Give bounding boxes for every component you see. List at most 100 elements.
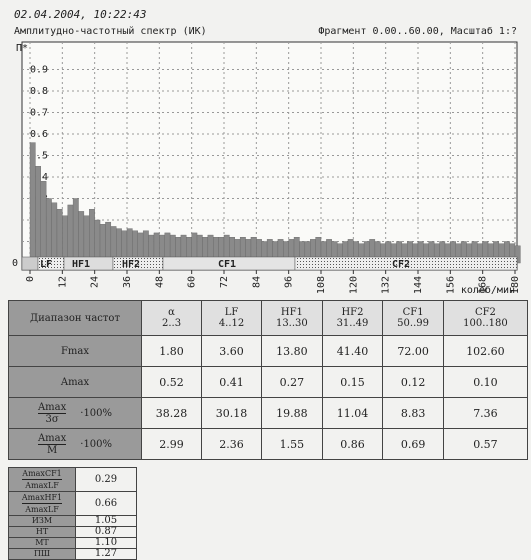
header-line: 13..30 <box>275 318 308 329</box>
ratio-table: AmaxCF1 AmaxLF 0.29 AmaxHF1 AmaxLF 0.66 ИЗМ 1.0… <box>8 467 137 560</box>
fraction: AmaxCF1 AmaxLF <box>22 468 62 491</box>
ratio-value: 0.87 <box>75 526 137 538</box>
y-tick-label: 0 <box>12 258 18 269</box>
x-axis-label: колеб/мин <box>461 284 515 296</box>
table-cell: 0.27 <box>261 366 323 398</box>
x-tick-label: 180 <box>510 276 521 294</box>
header-line: 31..49 <box>336 318 369 329</box>
page: 02.04.2004, 10:22:43 Амплитудно-частотны… <box>8 8 529 560</box>
x-tick-label: 132 <box>381 276 392 294</box>
header-cell: Диапазон частот <box>8 300 142 336</box>
table-cell: 72.00 <box>382 335 444 367</box>
spectrum-bar <box>94 219 101 264</box>
x-tick-label: 120 <box>348 276 359 294</box>
header-line: HF1 <box>280 307 303 318</box>
row-label: ИЗМ <box>8 515 76 527</box>
header-cell: CF2 100..180 <box>442 300 529 336</box>
ratio-row: AmaxHF1 AmaxLF 0.66 <box>8 491 137 516</box>
numerator: Amax <box>37 401 67 414</box>
header-line: CF1 <box>402 307 424 318</box>
table-cell: 0.15 <box>321 366 384 398</box>
table-cell: 0.69 <box>382 428 444 460</box>
spectrum-bar <box>78 211 85 264</box>
row-label: ПШ <box>8 548 76 560</box>
y-tick-label: 0.6 <box>30 129 48 140</box>
y-tick-label: 0.9 <box>30 65 48 76</box>
row-label: AmaxHF1 AmaxLF <box>8 491 76 516</box>
spectrum-bar <box>40 181 47 264</box>
header-cell: α 2..3 <box>140 300 203 336</box>
table-cell: 0.41 <box>201 366 263 398</box>
header-cell: HF1 13..30 <box>261 300 323 336</box>
table-row: Amax 3σ ·100% 38.28 30.18 19.88 11.04 8.83 7.36 <box>8 397 529 429</box>
header-line: LF <box>224 307 239 318</box>
table-cell: 2.99 <box>140 428 203 460</box>
table-cell: 41.40 <box>321 335 384 367</box>
header-line: CF2 <box>474 307 496 318</box>
table-cell: 19.88 <box>261 397 323 429</box>
band-strip <box>294 256 518 271</box>
y-axis-label: П* <box>16 43 28 54</box>
ratio-value: 1.05 <box>75 515 137 527</box>
fraction: AmaxHF1 AmaxLF <box>21 492 63 515</box>
band-label: CF1 <box>218 259 236 270</box>
x-tick-label: 108 <box>316 276 327 294</box>
band-label: HF1 <box>72 259 90 270</box>
report-date: 02.04.2004, 10:22:43 <box>14 8 147 21</box>
row-label: Amax M ·100% <box>8 428 142 460</box>
x-tick-label: 12 <box>57 276 68 288</box>
table-row: Amax 0.52 0.41 0.27 0.15 0.12 0.10 <box>8 366 529 398</box>
x-tick-label: 48 <box>154 276 165 288</box>
spectrum-bar <box>83 215 90 264</box>
fraction: Amax 3σ <box>37 401 67 425</box>
row-label: МТ <box>8 537 76 549</box>
spectrum-bar <box>56 209 63 264</box>
header-cell: HF2 31..49 <box>321 300 384 336</box>
header-row: Диапазон частот α 2..3 LF 4..12 HF1 13..30 HF2 3… <box>8 300 529 336</box>
x-tick-label: 24 <box>90 276 101 288</box>
header-cell: CF1 50..99 <box>382 300 444 336</box>
ratio-row: НТ 0.87 <box>8 526 137 538</box>
denominator: AmaxLF <box>25 481 59 490</box>
table-row: Fmax 1.80 3.60 13.80 41.40 72.00 102.60 <box>8 335 529 367</box>
chart: П* колеб/мин 00.10.20.30.40.50.60.70.80.… <box>12 41 521 296</box>
header-line: HF2 <box>341 307 364 318</box>
table-cell: 13.80 <box>261 335 323 367</box>
spectrum-bar <box>67 204 74 264</box>
band-label: CF2 <box>392 259 410 270</box>
x-tick-label: 156 <box>445 276 456 294</box>
x-tick-label: 72 <box>219 276 230 288</box>
table-cell: 0.52 <box>140 366 203 398</box>
spectrum-bar <box>35 166 41 264</box>
y-tick-label: 0.5 <box>30 151 48 162</box>
x-tick-label: 96 <box>284 276 295 288</box>
suffix: ·100% <box>80 407 113 419</box>
table-cell: 8.83 <box>382 397 444 429</box>
ratio-value: 1.27 <box>75 548 137 560</box>
row-label: НТ <box>8 526 76 538</box>
table-cell: 3.60 <box>201 335 263 367</box>
band-label: LF <box>40 259 52 270</box>
x-tick-label: 36 <box>122 276 133 288</box>
numerator: AmaxCF1 <box>22 469 62 480</box>
table-cell: 1.80 <box>140 335 203 367</box>
table-cell: 7.36 <box>442 397 529 429</box>
header-cell: LF 4..12 <box>201 300 263 336</box>
fraction: Amax M <box>37 433 67 456</box>
table-cell: 11.04 <box>321 397 384 429</box>
denominator: 3σ <box>45 413 59 425</box>
spectrum-bar <box>51 202 58 264</box>
table-cell: 30.18 <box>201 397 263 429</box>
y-tick-label: 0.7 <box>30 108 48 119</box>
ratio-value: 0.66 <box>75 491 137 516</box>
denominator: AmaxLF <box>25 505 59 514</box>
y-tick-label: 0.8 <box>30 86 48 97</box>
x-tick-label: 84 <box>251 276 262 288</box>
spectrum-bar <box>514 245 521 264</box>
fragment-info: Фрагмент 0.00..60.00, Масштаб 1:? <box>318 26 517 37</box>
header-line: 100..180 <box>463 318 508 329</box>
ratio-row: AmaxCF1 AmaxLF 0.29 <box>8 467 137 492</box>
band-table: Диапазон частот α 2..3 LF 4..12 HF1 13..30 HF2 3… <box>8 300 529 460</box>
x-tick-label: 144 <box>413 276 424 294</box>
table-cell: 0.12 <box>382 366 444 398</box>
